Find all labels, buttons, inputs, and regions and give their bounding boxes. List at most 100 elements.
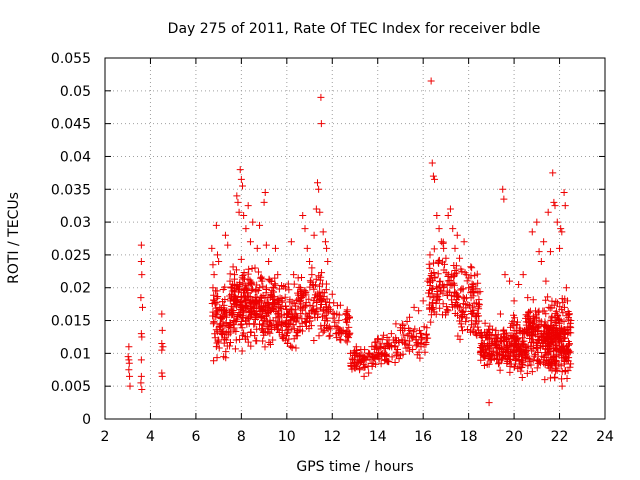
data-point (314, 179, 321, 187)
data-point (325, 332, 333, 340)
data-point (486, 351, 494, 359)
data-point (463, 326, 471, 334)
data-point (252, 288, 260, 296)
data-point (258, 277, 266, 285)
data-point (333, 334, 341, 342)
data-point (532, 307, 540, 315)
data-point (380, 331, 388, 339)
data-point (440, 244, 448, 252)
data-point (330, 299, 338, 307)
data-point (158, 326, 166, 334)
data-point (295, 283, 303, 291)
data-point (415, 307, 423, 315)
data-point (485, 326, 493, 334)
data-point (446, 281, 454, 289)
data-point (417, 339, 425, 347)
data-point (409, 346, 417, 354)
data-point (377, 360, 385, 368)
data-point (232, 327, 240, 335)
data-point (284, 280, 292, 288)
data-point (564, 367, 572, 375)
data-point (458, 267, 466, 275)
data-point (231, 318, 239, 326)
data-point (220, 310, 228, 318)
data-point (548, 297, 556, 305)
data-point (438, 281, 446, 289)
data-point (434, 270, 442, 278)
data-point (565, 346, 573, 354)
data-point (550, 323, 558, 331)
data-point (460, 238, 468, 246)
data-point (220, 353, 228, 361)
data-point (524, 294, 532, 302)
x-tick-label: 10 (278, 429, 296, 445)
data-point (482, 345, 490, 353)
data-point (473, 270, 481, 278)
data-point (227, 290, 235, 298)
data-point (563, 374, 571, 382)
data-point (308, 271, 316, 279)
plot-frame (104, 57, 606, 420)
data-point (382, 351, 390, 359)
data-point (360, 364, 368, 372)
data-point (262, 286, 270, 294)
data-point (556, 244, 564, 252)
data-point (562, 327, 570, 335)
data-point (503, 354, 511, 362)
data-point (515, 280, 523, 288)
data-point (384, 358, 392, 366)
data-point (384, 340, 392, 348)
data-point (552, 298, 560, 306)
data-point (387, 330, 395, 338)
data-point (273, 299, 281, 307)
data-point (208, 300, 216, 308)
data-point (213, 311, 221, 319)
data-point (472, 330, 480, 338)
data-point (260, 331, 268, 339)
data-point (216, 314, 224, 322)
data-point (345, 323, 353, 331)
data-point (213, 354, 221, 362)
data-point (326, 305, 334, 313)
data-point (389, 336, 397, 344)
data-point (213, 287, 221, 295)
data-point (290, 335, 298, 343)
data-point (275, 329, 283, 337)
data-point (158, 346, 166, 354)
data-point (241, 292, 249, 300)
data-point (524, 325, 532, 333)
data-point (474, 279, 482, 287)
data-point (247, 280, 255, 288)
data-point (357, 357, 365, 365)
data-point (473, 309, 481, 317)
data-point (375, 354, 383, 362)
data-point (441, 260, 449, 268)
data-point (450, 262, 458, 270)
data-point (530, 352, 538, 360)
data-point (413, 351, 421, 359)
data-point (241, 285, 249, 293)
data-point (535, 316, 543, 324)
data-point (522, 311, 530, 319)
data-point (235, 311, 243, 319)
data-point (242, 225, 250, 233)
data-point (215, 257, 223, 265)
data-point (419, 297, 427, 305)
data-point (253, 337, 261, 345)
data-point (429, 172, 437, 180)
data-point (545, 346, 553, 354)
data-point (261, 189, 269, 197)
data-point (237, 321, 245, 329)
data-point (374, 353, 382, 361)
data-point (421, 348, 429, 356)
data-point (357, 345, 365, 353)
data-point (433, 283, 441, 291)
data-point (558, 343, 566, 351)
data-point (226, 297, 234, 305)
data-point (510, 353, 518, 361)
data-point (427, 311, 435, 319)
data-point (219, 285, 227, 293)
data-point (426, 304, 434, 312)
data-point (221, 231, 229, 239)
data-point (281, 293, 289, 301)
